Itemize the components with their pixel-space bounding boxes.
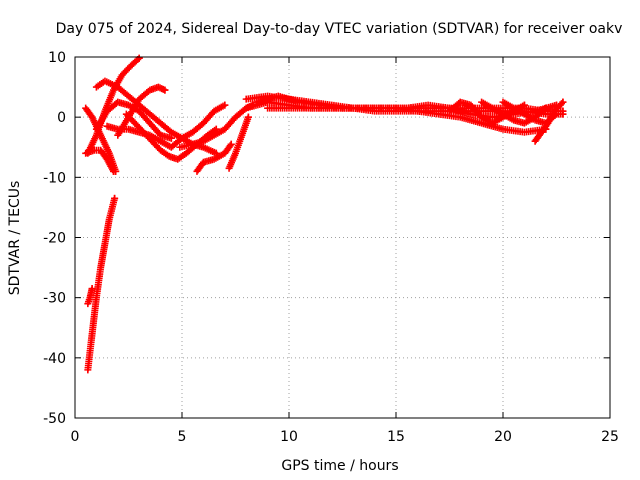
series-arc-j [193,140,235,175]
data-point-marker [111,194,119,202]
x-tick-label: 0 [71,429,80,445]
series-arc-h [82,146,118,175]
series-arc-s [478,98,550,127]
series-arc-r [531,98,567,145]
chart-title: Day 075 of 2024, Sidereal Day-to-day VTE… [56,21,623,37]
y-tick-label: 0 [57,110,66,126]
y-tick-label: 10 [48,50,66,66]
data-layer [82,54,567,374]
y-tick-label: -20 [43,231,66,247]
data-point-marker [135,54,143,62]
tick-layer: 0 5 10 15 20 25 -50 -40 -30 -20 -10 0 10 [43,50,619,445]
y-axis-label: SDTVAR / TECUs [7,181,23,296]
data-point-marker [227,140,235,148]
data-point-marker [244,113,252,121]
data-point-marker [110,167,118,175]
x-tick-label: 5 [178,429,187,445]
series-arc-k [225,113,252,172]
y-tick-label: -30 [43,291,66,307]
y-tick-label: -40 [43,351,66,367]
data-point-marker [88,285,96,293]
series-arc-steep [84,194,119,374]
x-tick-label: 15 [387,429,405,445]
series-arc-short [84,285,96,308]
data-point-marker [520,101,528,109]
data-point-marker [221,101,229,109]
data-point-marker [559,98,567,106]
data-point-marker [540,105,548,113]
y-tick-label: -10 [43,170,66,186]
data-point-marker [161,86,169,94]
data-point-marker [542,104,550,112]
data-point-marker [557,100,565,108]
x-tick-label: 20 [494,429,512,445]
data-point-marker [559,110,567,118]
data-point-marker [226,142,234,150]
x-tick-label: 10 [280,429,298,445]
series-arc-b [82,104,120,175]
x-tick-label: 25 [601,429,619,445]
series-arc-d [103,101,229,151]
y-tick-label: -50 [43,411,66,427]
data-point-marker [167,134,175,142]
x-axis-label: GPS time / hours [281,458,398,474]
